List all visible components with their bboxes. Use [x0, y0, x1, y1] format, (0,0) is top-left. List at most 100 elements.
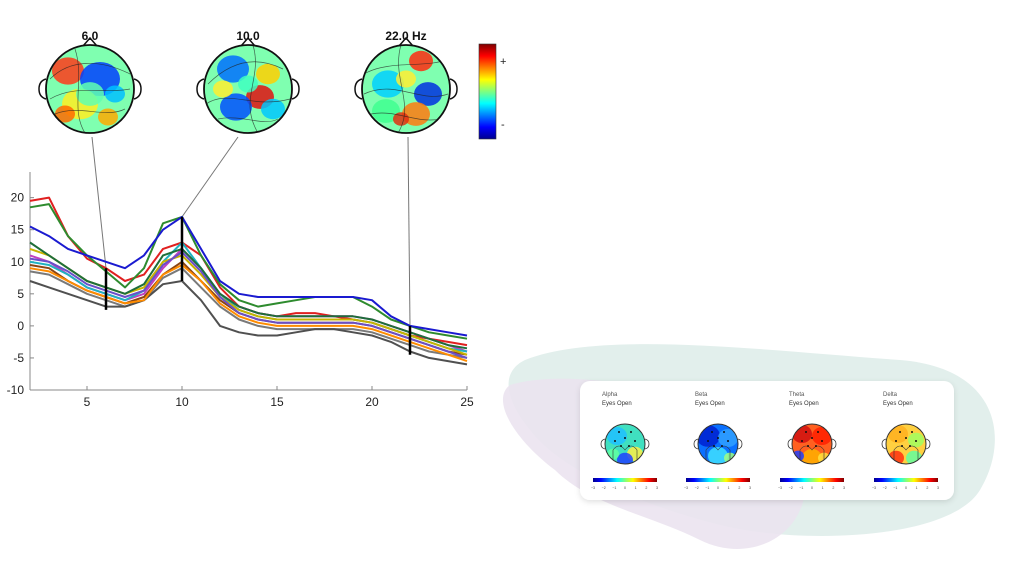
series-line-11	[29, 264, 468, 363]
left-ear	[196, 78, 205, 100]
right-ear	[925, 438, 931, 450]
electrode-dot	[620, 445, 622, 447]
electrode-dot	[901, 445, 903, 447]
y-tick-label: -5	[13, 351, 24, 365]
electrode-dot	[723, 431, 725, 433]
right-ear	[831, 438, 837, 450]
scale-tick-label: 2	[645, 486, 647, 490]
electrode-dot	[811, 437, 813, 439]
potential-blob	[76, 82, 104, 106]
left-ear	[600, 438, 606, 450]
electrode-dot	[909, 445, 911, 447]
electrode-dot	[805, 431, 807, 433]
connector-lines	[91, 136, 411, 326]
potential-blob	[414, 82, 442, 106]
scale-bar	[593, 478, 657, 482]
head-outline	[45, 44, 135, 134]
electrode-dot	[618, 431, 620, 433]
head-outline	[604, 423, 646, 465]
band-map-alpha: Alpha Eyes Open −3 −2 −1 0 1 2 3	[591, 392, 658, 490]
x-tick-label: 10	[175, 395, 189, 409]
scale-tick-label: −1	[612, 486, 616, 490]
potential-blob	[238, 75, 258, 93]
scale-tick-label: 2	[738, 486, 740, 490]
colorbar-gradient	[478, 43, 497, 140]
right-ear	[644, 438, 650, 450]
electrode-dot	[817, 431, 819, 433]
series-line-2	[29, 203, 468, 340]
electrode-dot	[628, 445, 630, 447]
electrode-dot	[911, 431, 913, 433]
contour-line	[49, 88, 131, 100]
contour-line	[893, 445, 919, 464]
electrode-dot	[707, 440, 709, 442]
electrode-dot	[624, 437, 626, 439]
contour-line	[799, 445, 825, 464]
scale-bar	[686, 478, 750, 482]
scale-tick-label: 2	[926, 486, 928, 490]
scale-tick-label: 1	[635, 486, 637, 490]
right-ear	[449, 78, 458, 100]
left-ear	[693, 438, 699, 450]
contour-line	[363, 88, 449, 97]
potential-blob	[372, 70, 404, 98]
topomap-field	[204, 45, 292, 133]
colorbar: + -	[478, 43, 506, 140]
contour-line	[74, 48, 86, 133]
y-tick-label: 10	[11, 255, 25, 269]
series-line-8	[29, 280, 468, 366]
topomap-field	[362, 45, 450, 133]
head-outline	[791, 423, 833, 465]
colorbar-minus-label: -	[501, 119, 505, 131]
head-outline	[203, 44, 293, 134]
series-line-3	[29, 215, 468, 337]
topomap-label: 22.0 Hz	[385, 29, 426, 43]
topomap-field	[46, 45, 134, 133]
electrode-dot	[815, 445, 817, 447]
right-ear	[133, 78, 142, 100]
scale-tick-label: 3	[937, 486, 939, 490]
electrode-dot	[899, 431, 901, 433]
connector-line-1	[91, 136, 107, 269]
y-tick-label: 15	[11, 223, 25, 237]
electrode-dot	[713, 445, 715, 447]
x-tick-label: 25	[460, 395, 474, 409]
left-ear	[354, 78, 363, 100]
nose	[82, 36, 98, 47]
potential-blob	[256, 63, 280, 85]
colorbar-plus-label: +	[500, 56, 506, 68]
potential-blob	[217, 55, 249, 83]
series-line-6	[29, 260, 468, 356]
band-condition: Eyes Open	[602, 401, 632, 407]
x-tick-label: 5	[84, 395, 91, 409]
scale-tick-label: 0	[811, 486, 813, 490]
scale-tick-label: −3	[778, 486, 782, 490]
right-ear	[291, 78, 300, 100]
spectrum-chart: -10 -5 0 5 10 15 20 5 10 15 20 25	[7, 172, 474, 409]
electrode-dot	[711, 431, 713, 433]
scale-bar	[780, 478, 844, 482]
band-name: Theta	[789, 392, 805, 398]
potential-blob	[213, 80, 233, 98]
scale-tick-label: 3	[749, 486, 751, 490]
scale-tick-label: 2	[832, 486, 834, 490]
contour-line	[249, 45, 259, 133]
series-line-12	[29, 241, 468, 350]
scale-tick-label: −1	[799, 486, 803, 490]
contour-line	[54, 108, 126, 115]
potential-blob	[718, 429, 738, 447]
electrode-dot	[634, 440, 636, 442]
left-ear	[38, 78, 47, 100]
nose	[240, 36, 256, 47]
band-condition: Eyes Open	[789, 401, 819, 407]
scale-tick-label: −2	[602, 486, 606, 490]
scale-tick-label: 1	[916, 486, 918, 490]
contour-line	[612, 445, 638, 464]
band-map-theta: Theta Eyes Open −3 −2 −1 0 1 2 3	[778, 392, 845, 490]
scale-tick-label: −3	[591, 486, 595, 490]
scale-tick-label: 1	[822, 486, 824, 490]
contour-line	[49, 63, 131, 80]
scale-bar	[874, 478, 938, 482]
potential-blob	[98, 108, 118, 126]
